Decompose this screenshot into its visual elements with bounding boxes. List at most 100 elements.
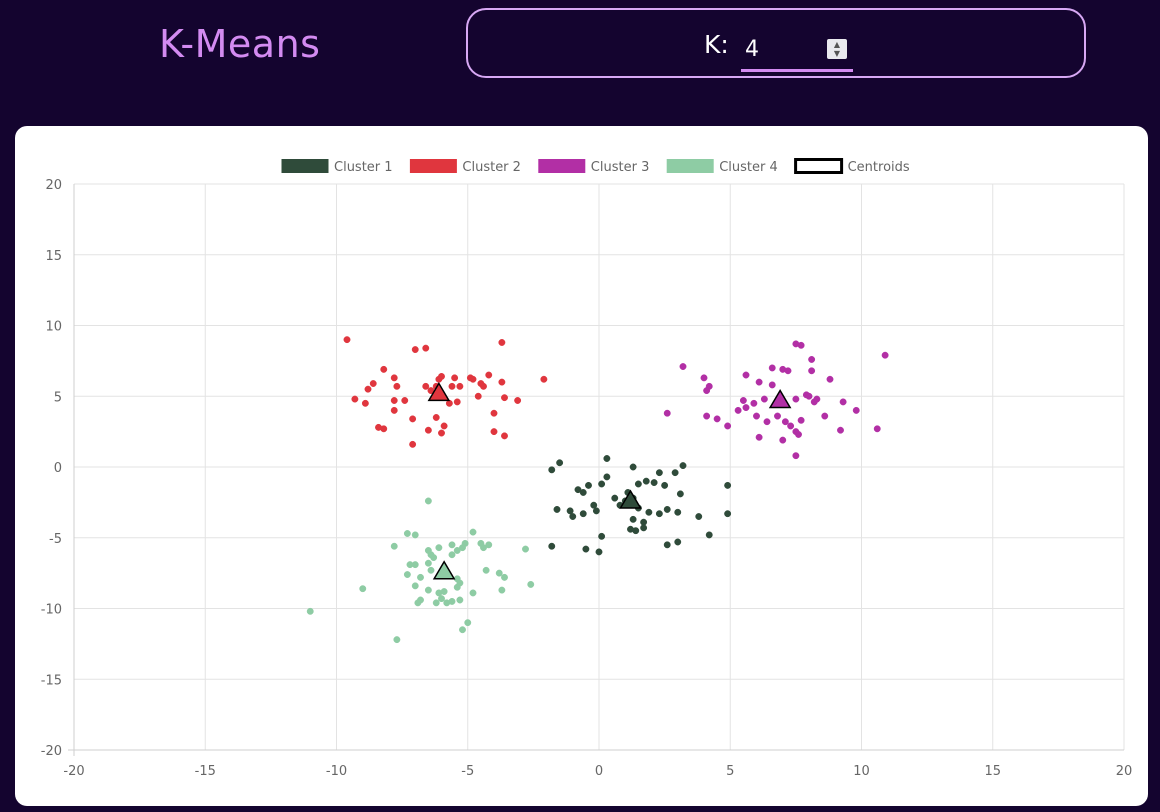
data-point xyxy=(640,524,648,532)
legend-swatch xyxy=(538,159,586,173)
data-point xyxy=(380,425,388,433)
data-point xyxy=(453,547,461,554)
data-point xyxy=(474,392,482,400)
data-point xyxy=(490,409,498,417)
legend-label: Cluster 4 xyxy=(719,160,778,175)
legend-label: Centroids xyxy=(848,160,910,175)
data-point xyxy=(556,459,564,467)
data-point xyxy=(403,571,411,578)
data-point xyxy=(343,336,351,344)
x-tick-label: 10 xyxy=(853,764,870,779)
data-point xyxy=(585,481,592,489)
data-point xyxy=(422,382,430,390)
data-point xyxy=(432,599,440,607)
x-tick-label: 0 xyxy=(595,764,603,779)
scatter-chart: -20 -15 -10 -5 0 5 10 15 20 -20 -15 -10 -5 0 5 10 15 20 Cl… xyxy=(41,158,1132,779)
data-point xyxy=(498,586,506,594)
data-point xyxy=(448,597,456,605)
data-point xyxy=(514,397,522,404)
data-point xyxy=(784,367,792,375)
data-point xyxy=(548,542,556,550)
legend-swatch xyxy=(409,159,457,173)
data-point xyxy=(403,530,411,537)
data-point xyxy=(695,513,703,520)
k-input[interactable] xyxy=(741,34,821,64)
centroid-marker xyxy=(619,489,642,509)
data-point xyxy=(873,425,881,433)
data-point xyxy=(501,432,508,440)
data-point xyxy=(409,415,417,423)
chevron-down-icon[interactable]: ▼ xyxy=(833,49,841,58)
chart-card: -20 -15 -10 -5 0 5 10 15 20 -20 -15 -10 -5 0 5 10 15 20 Cl… xyxy=(15,126,1148,806)
legend-label: Cluster 3 xyxy=(591,160,650,175)
data-point xyxy=(595,548,603,556)
chevron-up-icon[interactable]: ▲ xyxy=(833,40,841,49)
data-point xyxy=(422,344,430,352)
data-point xyxy=(390,374,398,382)
data-point xyxy=(456,596,464,604)
data-point xyxy=(774,412,781,420)
y-tick-label: 20 xyxy=(45,178,62,193)
data-point xyxy=(424,559,432,567)
data-point xyxy=(755,433,763,441)
data-point xyxy=(663,541,671,549)
data-point xyxy=(881,351,889,359)
data-point xyxy=(469,589,477,597)
data-point xyxy=(755,378,763,386)
y-tick-label: -20 xyxy=(41,744,62,759)
data-point xyxy=(750,399,758,407)
data-point xyxy=(522,545,529,553)
data-point xyxy=(364,385,372,393)
data-point xyxy=(739,397,747,404)
data-point xyxy=(768,364,776,372)
data-point xyxy=(566,507,574,515)
k-stepper[interactable]: ▲ ▼ xyxy=(827,39,847,59)
data-point xyxy=(674,538,682,546)
data-point xyxy=(501,573,508,581)
data-point xyxy=(464,619,472,627)
data-point xyxy=(411,561,419,569)
data-point xyxy=(810,398,818,406)
centroid-marker xyxy=(768,389,792,409)
data-point xyxy=(703,412,711,420)
x-tick-label: -20 xyxy=(63,764,84,779)
data-point xyxy=(490,428,498,436)
data-point xyxy=(469,375,477,383)
app-header: K-Means K: ▲ ▼ xyxy=(0,0,1160,110)
x-tick-label: -5 xyxy=(461,764,474,779)
data-point xyxy=(480,382,487,390)
data-point xyxy=(393,636,401,644)
x-tick-label: -10 xyxy=(326,764,347,779)
data-point xyxy=(753,412,760,420)
data-point xyxy=(663,409,671,417)
data-point xyxy=(390,542,398,550)
data-point xyxy=(839,398,847,406)
legend-swatch xyxy=(666,159,714,173)
data-point xyxy=(451,374,459,382)
data-point xyxy=(808,356,816,363)
y-tick-label: -5 xyxy=(49,532,62,547)
data-point xyxy=(582,545,590,553)
data-point xyxy=(821,412,829,420)
data-point xyxy=(661,481,669,489)
k-control-panel: K: ▲ ▼ xyxy=(466,8,1086,78)
k-field: ▲ ▼ xyxy=(741,32,853,72)
data-point xyxy=(763,418,771,426)
y-tick-label: 5 xyxy=(54,390,62,405)
data-point xyxy=(485,371,493,379)
data-point xyxy=(411,582,419,590)
data-point xyxy=(742,404,750,412)
data-point xyxy=(805,392,813,400)
data-point xyxy=(663,506,671,513)
data-point xyxy=(438,372,445,380)
data-point xyxy=(700,374,708,382)
x-tick-label: 5 xyxy=(726,764,734,779)
data-point xyxy=(808,367,816,375)
data-point xyxy=(574,486,582,494)
x-tick-label: 15 xyxy=(984,764,1001,779)
data-point xyxy=(390,406,398,414)
data-point xyxy=(642,477,650,485)
data-point xyxy=(590,501,598,509)
data-point xyxy=(724,510,732,518)
data-point xyxy=(650,479,658,487)
